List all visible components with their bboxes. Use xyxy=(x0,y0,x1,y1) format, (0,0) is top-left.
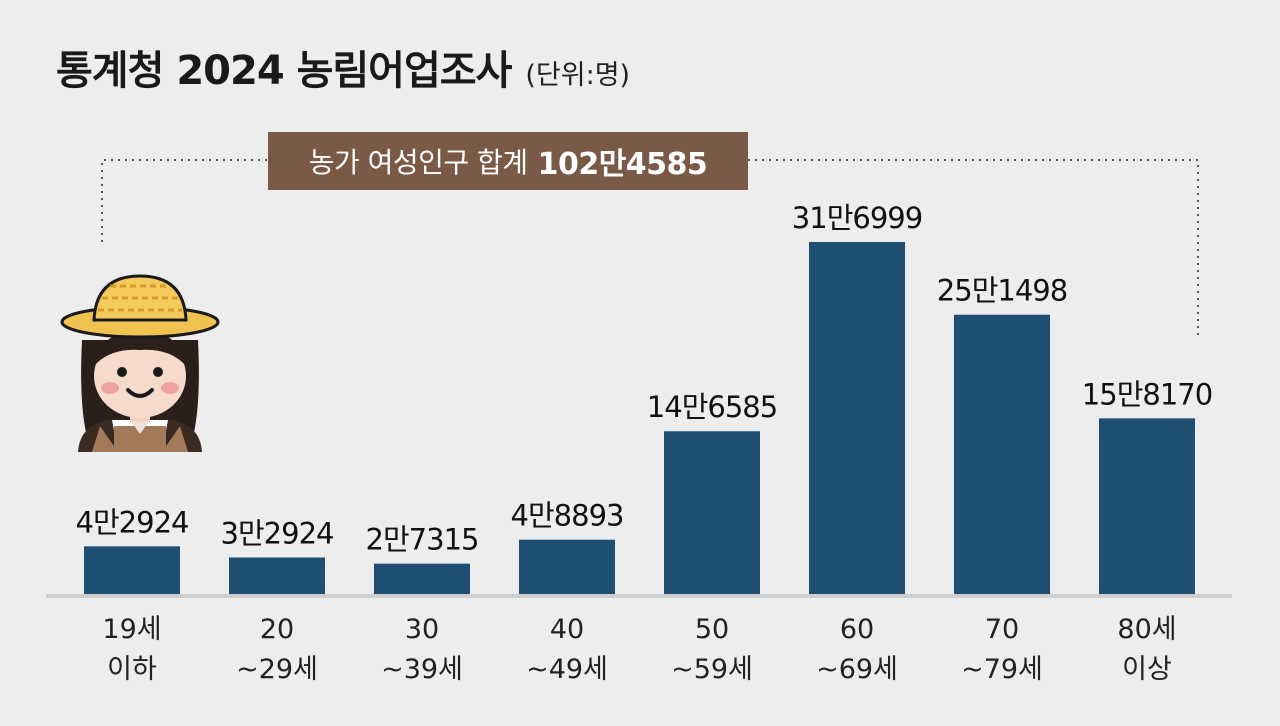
x-tick-label: ~39세 xyxy=(381,654,463,685)
bar xyxy=(1099,418,1195,594)
unit-label: (단위:명) xyxy=(525,60,631,91)
total-value: 102만4585 xyxy=(537,147,708,182)
bar-value-label: 4만2924 xyxy=(76,505,189,539)
x-tick-label: ~29세 xyxy=(236,654,318,685)
x-tick-label: 40 xyxy=(550,614,584,645)
bar xyxy=(519,539,615,594)
x-tick-label: 50 xyxy=(695,614,729,645)
bar xyxy=(664,431,760,594)
x-tick-label: 20 xyxy=(260,614,294,645)
bar xyxy=(374,563,470,594)
title-row: 통계청 2024 농림어업조사 (단위:명) xyxy=(56,38,630,96)
x-tick-label: ~59세 xyxy=(671,654,753,685)
x-tick-label: 19세 xyxy=(102,614,161,645)
bracket-left xyxy=(101,159,268,242)
total-callout: 농가 여성인구 합계 102만4585 xyxy=(268,132,748,190)
bar-value-label: 25만1498 xyxy=(937,274,1067,308)
x-tick-label: ~69세 xyxy=(816,654,898,685)
x-tick-label: ~79세 xyxy=(961,654,1043,685)
x-tick-label: 30 xyxy=(405,614,439,645)
bar xyxy=(84,546,180,594)
x-tick-label: ~49세 xyxy=(526,654,608,685)
x-axis-baseline xyxy=(46,594,1232,598)
total-label: 농가 여성인구 합계 xyxy=(308,146,528,179)
x-tick-label: 이하 xyxy=(107,654,157,685)
bars-layer xyxy=(84,242,1195,594)
x-tick-label: 60 xyxy=(840,614,874,645)
chart-title: 통계청 2024 농림어업조사 xyxy=(56,48,512,94)
bar xyxy=(809,242,905,594)
bar-value-label: 2만7315 xyxy=(366,523,479,557)
bar-value-label: 4만8893 xyxy=(511,499,624,533)
bar xyxy=(229,557,325,594)
bar-value-label: 15만8170 xyxy=(1082,377,1212,411)
bracket-right xyxy=(748,159,1199,340)
x-tick-label: 80세 xyxy=(1117,614,1176,645)
value-labels-layer: 4만2924 3만2924 2만7315 4만8893 14만6585 31만6999 25… xyxy=(76,201,1214,557)
bar-value-label: 14만6585 xyxy=(647,390,777,424)
x-tick-label: 이상 xyxy=(1122,654,1172,685)
bar xyxy=(954,314,1050,594)
farmer-woman-icon xyxy=(60,274,220,452)
bar-value-label: 31만6999 xyxy=(792,201,922,235)
bar-value-label: 3만2924 xyxy=(221,516,334,550)
x-tick-label: 70 xyxy=(985,614,1019,645)
